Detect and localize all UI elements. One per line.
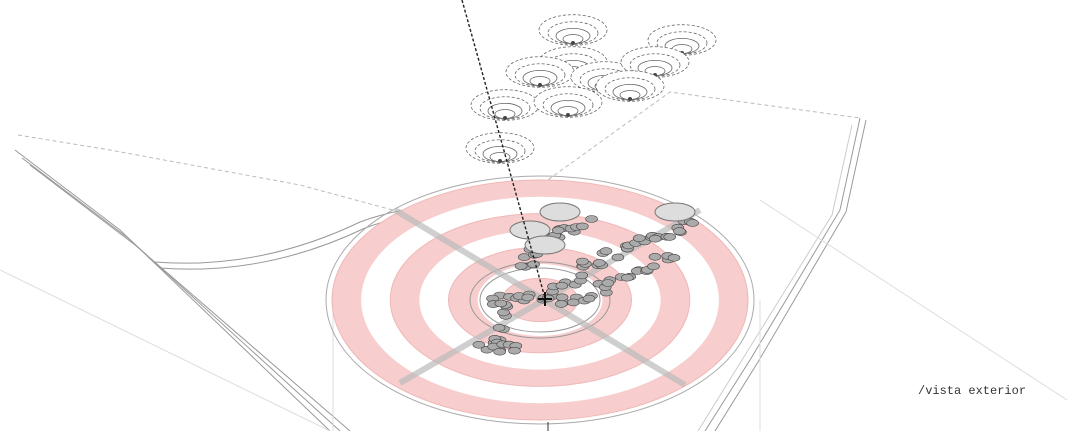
cone-tip xyxy=(628,97,632,101)
cone-tip xyxy=(498,159,502,163)
cell-cluster xyxy=(472,202,699,356)
cell-cap xyxy=(524,235,566,255)
road-line xyxy=(14,149,331,431)
road-line xyxy=(697,124,853,431)
cell xyxy=(527,260,540,269)
cone-ring xyxy=(542,93,594,117)
cell xyxy=(575,222,589,231)
cell xyxy=(663,233,677,241)
cell xyxy=(632,234,646,242)
cone-ring xyxy=(479,96,531,120)
cone-ring xyxy=(474,139,526,163)
cone-tip xyxy=(566,113,570,117)
cell xyxy=(493,347,507,356)
cell-cap xyxy=(654,202,696,222)
cone-ring xyxy=(656,31,708,55)
sight-line xyxy=(461,0,546,299)
cone-ring xyxy=(514,63,566,87)
cell xyxy=(667,253,681,262)
cell xyxy=(554,300,568,308)
cell xyxy=(582,294,596,303)
cone-tip xyxy=(571,41,575,45)
faint-line xyxy=(759,199,1067,401)
cell xyxy=(492,323,506,332)
cell xyxy=(585,215,598,223)
cell xyxy=(647,262,660,271)
cell xyxy=(592,259,606,267)
cell xyxy=(555,281,569,290)
cell xyxy=(599,247,613,255)
cell-cap xyxy=(539,202,581,222)
cell xyxy=(686,219,699,227)
cone-ring xyxy=(629,53,681,77)
cell xyxy=(648,252,662,261)
dashed-boundary xyxy=(519,91,861,201)
inner-ring xyxy=(479,267,601,333)
cone-ring xyxy=(547,21,599,45)
road-line xyxy=(714,119,867,431)
cone-tip xyxy=(503,116,507,120)
cell xyxy=(567,298,580,307)
cone-cluster xyxy=(465,14,717,164)
cell xyxy=(521,293,535,302)
cell xyxy=(494,299,508,308)
cone-tip xyxy=(538,83,542,87)
cell xyxy=(555,293,569,302)
outer-ring xyxy=(325,175,755,425)
cell xyxy=(575,271,589,280)
road-line xyxy=(704,117,861,431)
cell xyxy=(611,253,625,262)
cell xyxy=(508,346,521,355)
road-line xyxy=(21,157,341,431)
faint-line xyxy=(0,269,331,431)
faint-line xyxy=(332,300,761,431)
cell xyxy=(576,257,589,266)
cone-ring xyxy=(604,77,656,101)
road-line xyxy=(29,164,351,431)
inner-ring xyxy=(469,261,611,339)
cell xyxy=(648,234,662,243)
cell xyxy=(673,227,686,235)
cell xyxy=(514,262,528,270)
cell xyxy=(472,340,486,349)
cell xyxy=(601,279,615,287)
caption: /vista exterior xyxy=(918,384,1027,398)
viewpoint-cross xyxy=(538,292,552,306)
cell xyxy=(551,226,565,235)
cell xyxy=(620,273,634,282)
